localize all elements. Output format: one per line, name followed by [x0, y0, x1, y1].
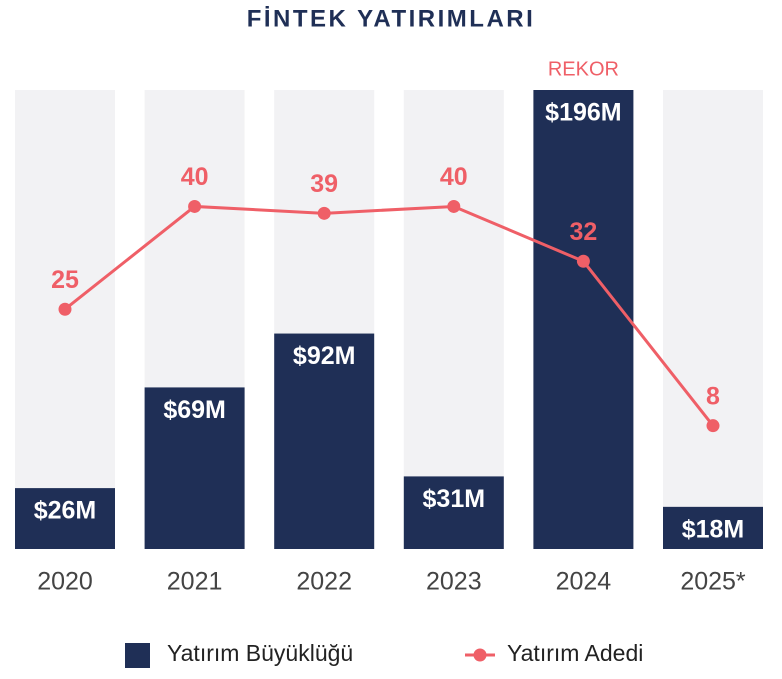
line	[64, 204, 715, 427]
line-point	[706, 419, 720, 433]
legend-swatch	[125, 643, 150, 668]
line-value-label: 40	[181, 163, 209, 191]
bar	[663, 506, 763, 549]
x-tick-label: 2025*	[680, 568, 746, 596]
bar-value-label: $69M	[163, 396, 226, 424]
line-point	[188, 199, 202, 213]
bar-value-label: $26M	[34, 497, 97, 525]
legend-swatch-point	[473, 648, 487, 662]
bar	[533, 90, 634, 549]
column-background	[663, 90, 763, 549]
bar	[144, 387, 245, 549]
bar	[15, 488, 115, 549]
line-value-label: 25	[51, 266, 79, 294]
x-tick-label: 2022	[296, 568, 352, 596]
line-point	[317, 206, 331, 220]
annotation: REKOR	[548, 58, 619, 80]
x-tick-label: 2023	[426, 568, 482, 596]
bar-value-label: $31M	[423, 485, 486, 513]
chart-title: FİNTEK YATIRIMLARI	[247, 5, 536, 32]
line-value-label: 40	[440, 163, 468, 191]
bar	[403, 476, 504, 549]
line-value-label: 8	[706, 382, 720, 410]
line-value-label: 39	[310, 170, 338, 198]
legend-label: Yatırım Büyüklüğü	[167, 640, 353, 666]
bar-value-label: $196M	[545, 99, 621, 127]
x-tick-label: 2021	[167, 568, 223, 596]
x-tick-label: 2024	[556, 568, 612, 596]
line-point	[58, 302, 72, 316]
line-value-label: 32	[569, 218, 597, 246]
line-point	[576, 254, 590, 268]
line-point	[447, 199, 461, 213]
x-tick-label: 2020	[37, 568, 93, 596]
legend-label: Yatırım Adedi	[507, 640, 643, 666]
bar-value-label: $18M	[682, 515, 745, 543]
column-background	[15, 90, 115, 549]
column-background	[403, 90, 504, 549]
bar	[274, 333, 375, 549]
bar-value-label: $92M	[293, 342, 356, 370]
